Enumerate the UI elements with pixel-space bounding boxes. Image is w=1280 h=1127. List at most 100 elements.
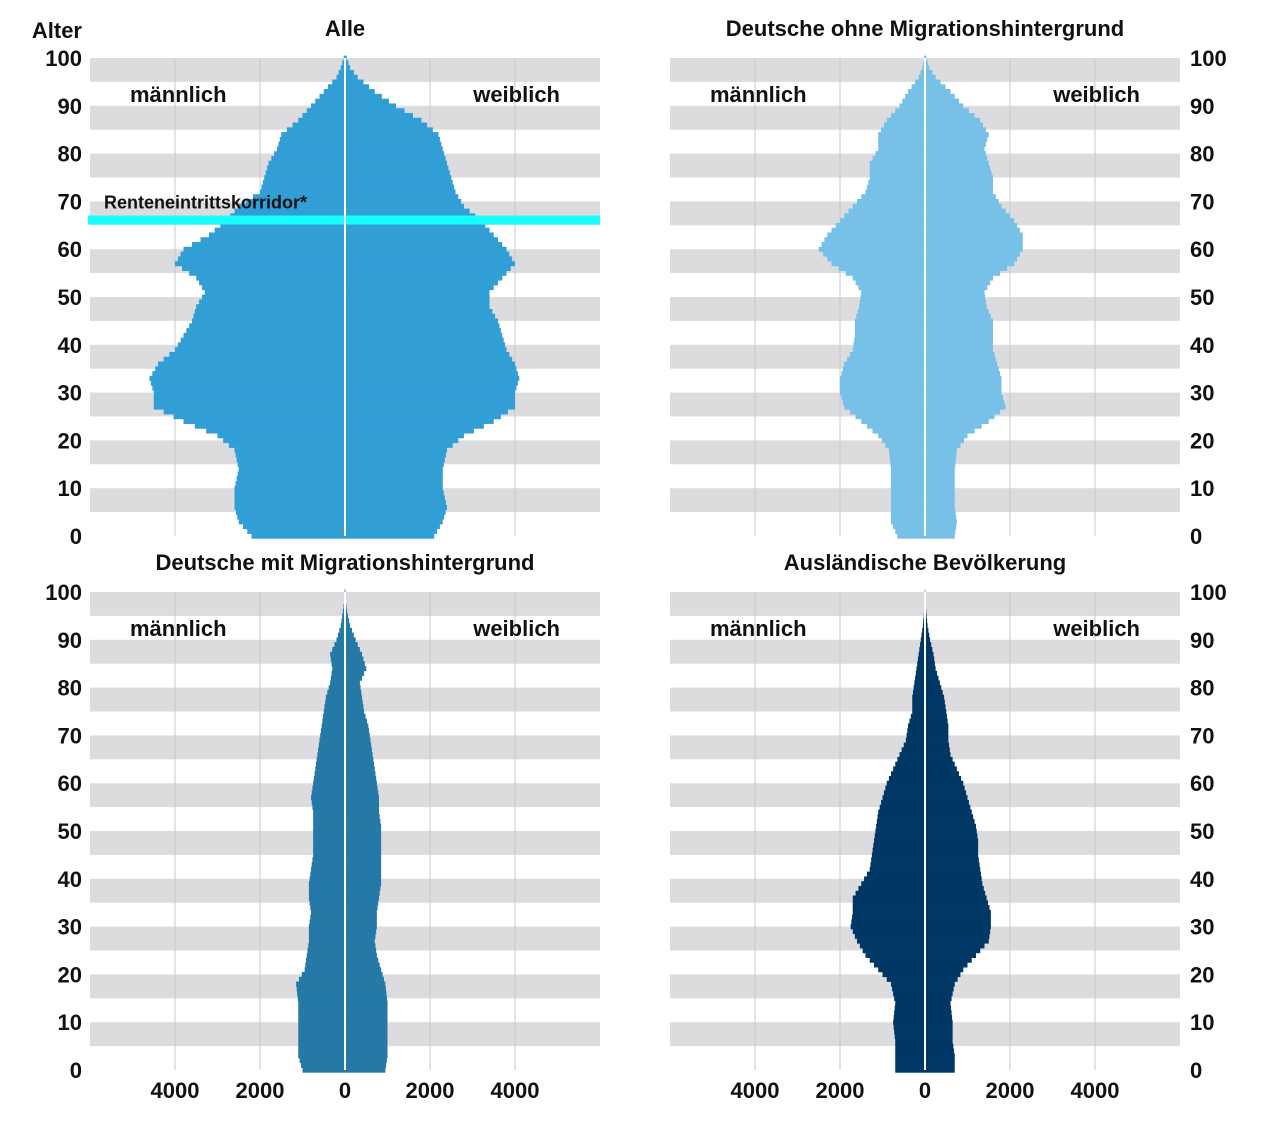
bar-male (858, 885, 925, 892)
bar-male (265, 170, 345, 176)
bar-male (912, 709, 925, 715)
bar-female (345, 1005, 388, 1011)
bar-female (925, 132, 989, 138)
bar-female (345, 371, 518, 377)
bar-female (925, 524, 957, 530)
bar-male (260, 189, 345, 195)
bar-female (345, 404, 515, 410)
bar-male (856, 313, 925, 319)
bar-male (918, 74, 925, 80)
bar-female (345, 1062, 387, 1068)
bar-female (345, 509, 446, 515)
bar-female (345, 933, 376, 939)
bar-female (925, 876, 982, 882)
bar-male (849, 351, 925, 358)
bar-female (345, 1029, 388, 1035)
bar-female (925, 1048, 955, 1054)
bar-female (925, 948, 981, 954)
bar-female (925, 93, 955, 99)
bar-male (316, 756, 345, 762)
bar-male (196, 304, 345, 310)
bar-male (917, 661, 925, 667)
bar-male (180, 251, 345, 257)
bar-male (912, 689, 925, 696)
bar-male (899, 752, 925, 758)
bar-female (345, 809, 379, 815)
bar-female (345, 823, 382, 829)
bar-female (925, 418, 989, 424)
annotation-label: Renteneintrittskorridor* (104, 193, 307, 213)
bar-female (345, 280, 498, 286)
bar-female (925, 737, 949, 743)
bar-female (345, 742, 372, 748)
bar-female (925, 471, 955, 477)
bar-male (879, 804, 925, 810)
bar-female (345, 471, 443, 477)
bar-male (163, 409, 345, 415)
bar-female (925, 155, 988, 162)
bar-female (345, 670, 365, 676)
bar-male (899, 103, 925, 109)
bar-female (345, 151, 445, 157)
bar-male (298, 117, 345, 123)
bar-male (313, 842, 345, 849)
bar-female (925, 842, 979, 849)
bar-female (345, 237, 498, 243)
bar-female (925, 847, 979, 853)
y-tick-label: 30 (58, 915, 82, 940)
bar-male (313, 828, 345, 834)
bar-female (925, 852, 979, 858)
bar-female (925, 694, 945, 700)
bar-male (849, 409, 925, 415)
bar-female (925, 938, 989, 944)
bar-male (886, 117, 925, 123)
y-tick-label: 60 (1190, 237, 1214, 262)
bar-female (345, 900, 379, 906)
bar-male (854, 933, 925, 939)
bar-female (345, 194, 459, 200)
bar-female (345, 418, 494, 424)
bar-male (894, 1010, 925, 1016)
bar-female (345, 957, 379, 963)
bar-male (310, 905, 345, 911)
bar-male (298, 1034, 345, 1040)
bar-male (177, 256, 345, 262)
bar-female (345, 699, 363, 705)
bar-female (345, 74, 358, 80)
bar-female (345, 385, 517, 391)
bar-female (345, 847, 382, 853)
bar-male (223, 438, 345, 444)
bar-male (193, 313, 345, 319)
bar-male (298, 1000, 345, 1006)
bar-female (925, 203, 1002, 209)
bar-female (925, 881, 983, 887)
bar-male (308, 885, 345, 892)
bar-male (199, 299, 345, 305)
bar-female (925, 728, 949, 734)
y-tick-label: 80 (58, 676, 82, 701)
bar-male (327, 689, 345, 696)
bar-female (925, 900, 989, 906)
bar-male (308, 924, 345, 930)
bar-male (891, 495, 925, 501)
bar-female (925, 651, 934, 657)
bar-female (345, 694, 362, 700)
bar-male (340, 65, 345, 71)
bar-male (310, 914, 345, 920)
bar-female (345, 428, 474, 434)
bar-female (925, 1000, 951, 1006)
bar-female (345, 170, 450, 176)
bar-male (878, 146, 925, 152)
bar-male (315, 761, 345, 767)
bar-male (189, 270, 345, 276)
bar-male (866, 184, 925, 190)
bar-male (328, 685, 345, 691)
bar-female (345, 60, 349, 66)
bar-male (251, 533, 345, 539)
bar-male (910, 713, 925, 719)
bar-female (345, 618, 350, 624)
bar-male (897, 756, 925, 762)
bar-male (313, 847, 345, 853)
bar-male (311, 795, 345, 801)
bar-female (925, 117, 981, 123)
